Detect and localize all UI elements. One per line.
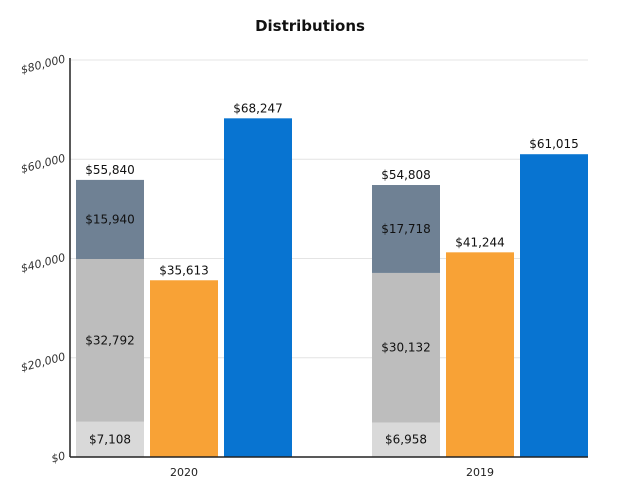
bar-value-label: $61,015	[529, 137, 579, 151]
bar-segment	[76, 258, 144, 422]
bar-value-label: $41,244	[455, 235, 505, 249]
bars: $7,108 $32,792 $15,940 $55,840 $35,613 $68,24…	[76, 101, 588, 457]
bar	[446, 252, 514, 457]
y-tick-label: $0	[50, 449, 67, 465]
bar-segment	[372, 185, 440, 273]
bar-value-label: $68,247	[233, 101, 283, 115]
bar-total-label: $54,808	[381, 168, 431, 182]
y-tick-label: $80,000	[19, 52, 66, 76]
axes	[69, 58, 588, 458]
segment-value-label: $7,108	[89, 432, 131, 446]
bar-segment	[372, 422, 440, 457]
x-axis-ticks: 2020 2019	[170, 466, 494, 479]
y-tick-label: $60,000	[19, 152, 66, 176]
bar	[224, 118, 292, 457]
y-tick-label: $20,000	[19, 350, 66, 374]
bar-segment	[372, 272, 440, 423]
bar-value-label: $35,613	[159, 263, 209, 277]
y-axis-ticks: $0 $20,000 $40,000 $60,000 $80,000	[19, 52, 66, 465]
bar-segment	[76, 421, 144, 457]
bar	[150, 280, 218, 457]
segment-value-label: $15,940	[85, 212, 135, 226]
bar-segment	[76, 179, 144, 259]
segment-value-label: $32,792	[85, 333, 135, 347]
y-tick-label: $40,000	[19, 251, 66, 275]
x-tick-label: 2019	[466, 466, 494, 479]
segment-value-label: $6,958	[385, 433, 427, 447]
segment-value-label: $30,132	[381, 341, 431, 355]
segment-value-label: $17,718	[381, 222, 431, 236]
chart-title: Distributions	[255, 17, 365, 35]
bar-total-label: $55,840	[85, 163, 135, 177]
bar	[520, 154, 588, 457]
x-tick-label: 2020	[170, 466, 198, 479]
